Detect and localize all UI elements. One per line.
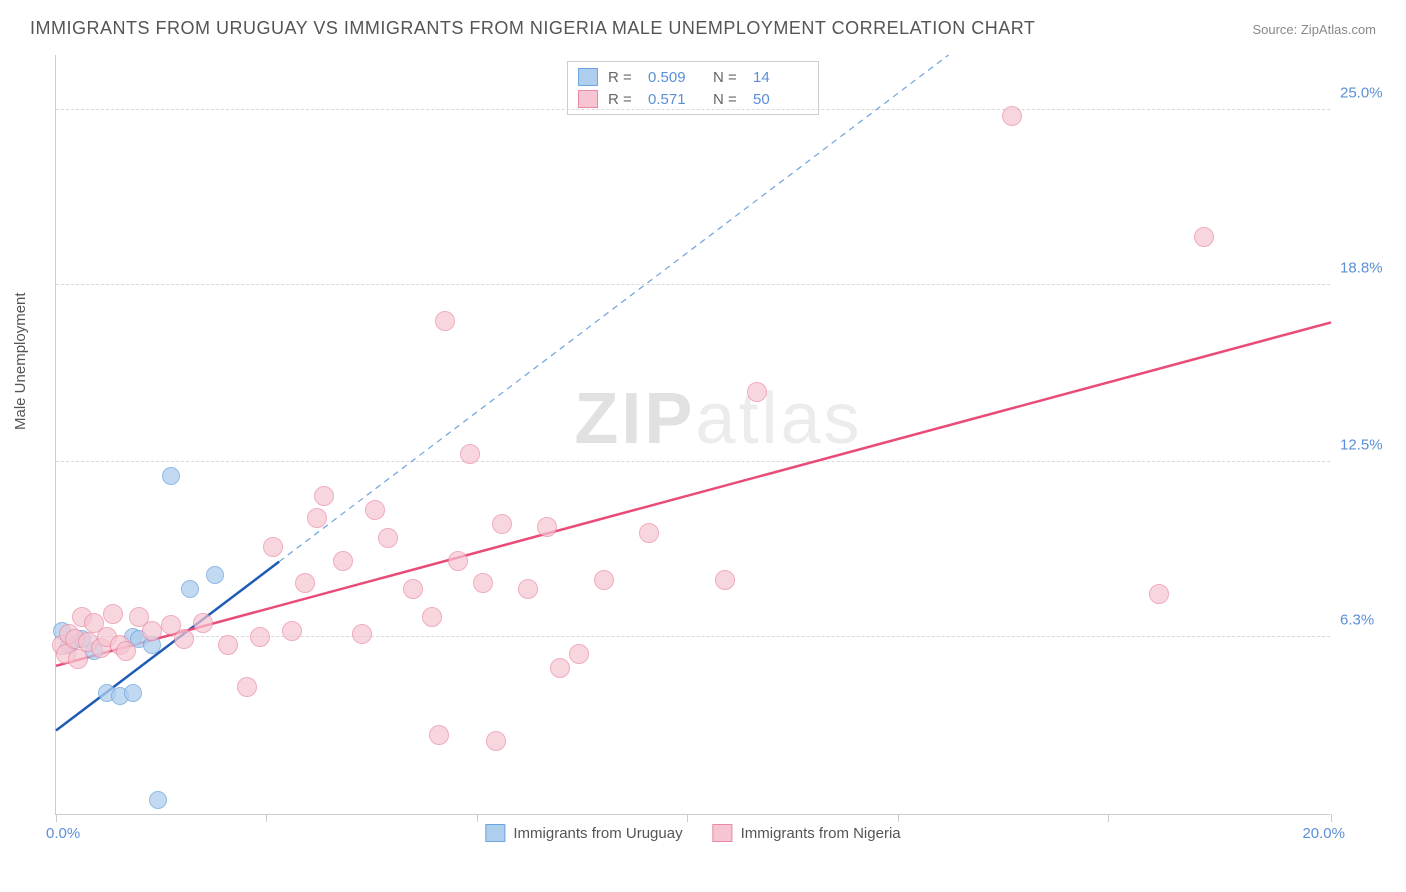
x-tick [1331,814,1332,822]
stat-value-n: 50 [753,91,808,108]
data-point-nigeria [594,570,614,590]
stat-value-r: 0.571 [648,91,703,108]
gridline [56,109,1330,110]
data-point-nigeria [460,444,480,464]
gridline [56,636,1330,637]
source-attribution: Source: ZipAtlas.com [1252,22,1376,37]
data-point-nigeria [174,629,194,649]
data-point-nigeria [569,644,589,664]
y-tick-label: 12.5% [1340,437,1395,454]
watermark: ZIPatlas [574,378,862,460]
data-point-nigeria [103,604,123,624]
stat-value-r: 0.509 [648,69,703,86]
x-axis-min-label: 0.0% [46,825,80,842]
y-tick-label: 18.8% [1340,259,1395,276]
legend-stat-row: R = 0.509 N = 14 [578,66,808,88]
data-point-nigeria [492,514,512,534]
legend-stat-row: R = 0.571 N = 50 [578,88,808,110]
data-point-nigeria [250,627,270,647]
data-point-nigeria [518,579,538,599]
data-point-nigeria [1149,584,1169,604]
x-tick [56,814,57,822]
data-point-nigeria [403,579,423,599]
stat-label-r: R = [608,91,638,108]
gridline [56,284,1330,285]
data-point-nigeria [473,573,493,593]
data-point-nigeria [314,486,334,506]
legend-swatch [578,68,598,86]
stat-label-r: R = [608,69,638,86]
data-point-nigeria [486,731,506,751]
correlation-legend: R = 0.509 N = 14 R = 0.571 N = 50 [567,61,819,115]
data-point-nigeria [307,508,327,528]
data-point-nigeria [333,551,353,571]
legend-series-item: Immigrants from Uruguay [485,824,682,842]
data-point-uruguay [206,566,224,584]
legend-swatch [485,824,505,842]
legend-series-item: Immigrants from Nigeria [713,824,901,842]
data-point-uruguay [162,467,180,485]
data-point-nigeria [142,621,162,641]
data-point-nigeria [218,635,238,655]
x-tick [898,814,899,822]
data-point-nigeria [1194,227,1214,247]
legend-series-label: Immigrants from Uruguay [513,825,682,842]
data-point-nigeria [435,311,455,331]
legend-swatch [578,90,598,108]
series-legend: Immigrants from Uruguay Immigrants from N… [485,824,900,842]
legend-series-label: Immigrants from Nigeria [741,825,901,842]
stat-value-n: 14 [753,69,808,86]
data-point-nigeria [639,523,659,543]
chart-title: IMMIGRANTS FROM URUGUAY VS IMMIGRANTS FR… [30,18,1035,39]
y-tick-label: 25.0% [1340,85,1395,102]
data-point-nigeria [263,537,283,557]
data-point-nigeria [715,570,735,590]
data-point-uruguay [124,684,142,702]
data-point-nigeria [237,677,257,697]
data-point-uruguay [181,580,199,598]
data-point-nigeria [429,725,449,745]
data-point-nigeria [1002,106,1022,126]
legend-swatch [713,824,733,842]
stat-label-n: N = [713,91,743,108]
data-point-nigeria [550,658,570,678]
data-point-nigeria [68,649,88,669]
data-point-nigeria [116,641,136,661]
stat-label-n: N = [713,69,743,86]
trend-lines [56,55,1331,815]
x-tick [266,814,267,822]
data-point-nigeria [537,517,557,537]
plot-area: ZIPatlas R =0.509N =14R =0.571N =50 Immi… [55,55,1330,815]
data-point-nigeria [422,607,442,627]
data-point-nigeria [282,621,302,641]
data-point-uruguay [149,791,167,809]
data-point-nigeria [295,573,315,593]
x-tick [687,814,688,822]
gridline [56,461,1330,462]
x-tick [477,814,478,822]
x-tick [1108,814,1109,822]
data-point-nigeria [448,551,468,571]
y-axis-label: Male Unemployment [12,292,29,430]
data-point-nigeria [352,624,372,644]
data-point-nigeria [378,528,398,548]
y-tick-label: 6.3% [1340,611,1395,628]
x-axis-max-label: 20.0% [1302,825,1345,842]
data-point-nigeria [193,613,213,633]
data-point-nigeria [747,382,767,402]
data-point-nigeria [365,500,385,520]
